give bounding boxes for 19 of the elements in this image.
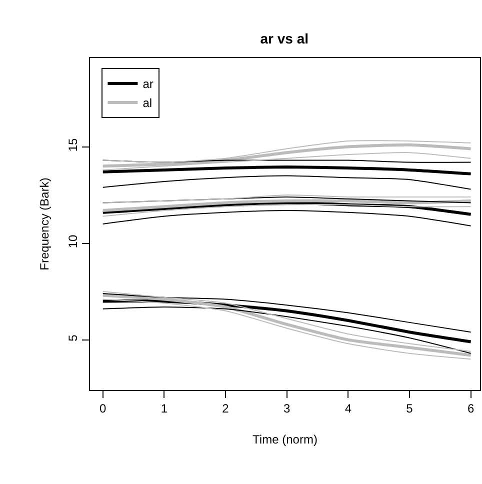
x-tick-label: 5 [406,401,414,416]
line-series [102,306,472,354]
x-tick-label: 4 [344,401,352,416]
x-tick-label: 3 [283,401,290,416]
x-tick-label: 2 [222,401,230,416]
x-axis-title: Time (norm) [252,432,318,446]
y-tick-label: 5 [66,334,80,342]
y-tick-label: 15 [66,138,80,152]
x-tick-label: 6 [467,401,474,416]
y-tick-label: 10 [66,234,80,248]
x-tick-label: 1 [160,401,168,416]
legend-label: ar [142,77,154,92]
y-axis-title: Frequency (Bark) [38,178,52,270]
chart-title: ar vs al [260,30,309,47]
line-series [102,175,472,190]
line-series [102,292,472,333]
legend-label: al [142,96,152,110]
line-series [102,210,472,226]
x-tick-label: 0 [100,401,107,416]
